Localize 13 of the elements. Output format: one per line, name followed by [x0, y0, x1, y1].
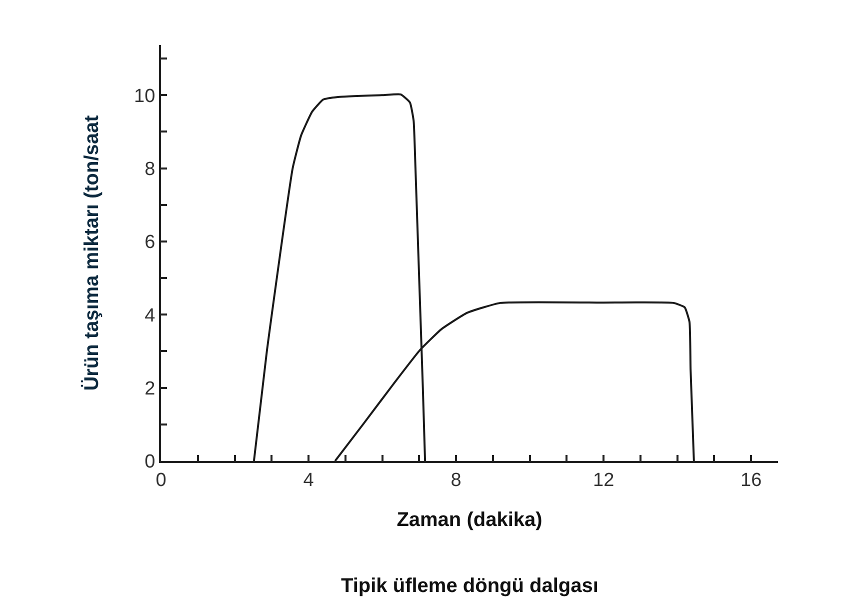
- x-tick-label: 4: [303, 470, 314, 491]
- y-tick-label: 0: [144, 452, 156, 473]
- x-tick-label: 8: [450, 470, 462, 491]
- x-tick-label: 12: [592, 470, 614, 491]
- text: Tipik üfleme döngü dalgası: [341, 575, 598, 597]
- y-tick-label: 2: [144, 378, 156, 400]
- y-tick-label: 6: [144, 232, 156, 254]
- x-tick-label: 16: [740, 470, 762, 491]
- y-tick-label: 4: [144, 305, 156, 326]
- y-tick-label: 8: [144, 158, 156, 180]
- y-axis-title: Ürün taşıma miktarı (ton/saat: [80, 114, 104, 391]
- y-tick-label: 10: [134, 86, 156, 107]
- x-axis-title: Zaman (dakika): [396, 508, 542, 531]
